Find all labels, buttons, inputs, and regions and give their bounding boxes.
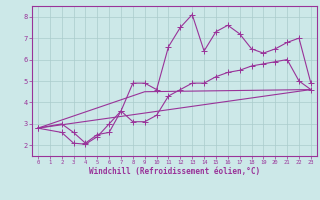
X-axis label: Windchill (Refroidissement éolien,°C): Windchill (Refroidissement éolien,°C) xyxy=(89,167,260,176)
